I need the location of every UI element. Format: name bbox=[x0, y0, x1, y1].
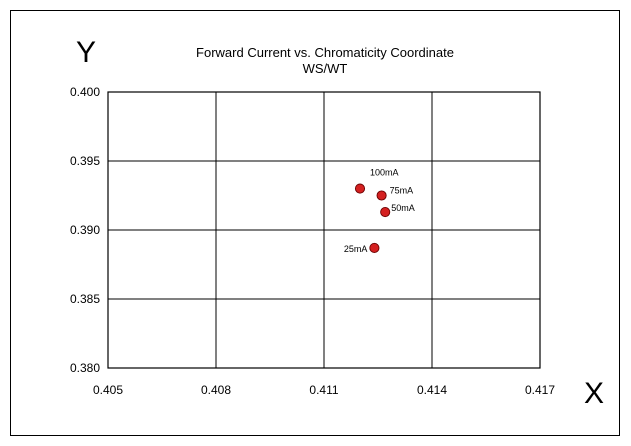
data-point-label: 75mA bbox=[390, 186, 414, 196]
y-tick-label: 0.380 bbox=[70, 361, 100, 375]
x-tick-label: 0.405 bbox=[93, 383, 123, 397]
x-tick-label: 0.411 bbox=[309, 383, 338, 397]
y-tick-label: 0.390 bbox=[70, 223, 100, 237]
x-axis-label: X bbox=[584, 377, 605, 410]
y-axis-label: Y bbox=[76, 36, 97, 69]
plot-border bbox=[107, 91, 541, 369]
y-tick-label: 0.385 bbox=[70, 292, 100, 306]
data-point bbox=[380, 207, 391, 218]
chart-title: Forward Current vs. Chromaticity Coordin… bbox=[196, 45, 454, 60]
data-point bbox=[376, 190, 387, 201]
x-tick-label: 0.408 bbox=[201, 383, 231, 397]
data-point bbox=[354, 183, 366, 194]
chart-subtitle: WS/WT bbox=[302, 61, 348, 76]
data-point bbox=[369, 242, 380, 253]
y-tick-label: 0.400 bbox=[70, 85, 100, 99]
x-tick-label: 0.417 bbox=[525, 383, 555, 397]
y-tick-label: 0.395 bbox=[70, 154, 100, 168]
x-tick-label: 0.414 bbox=[417, 383, 447, 397]
data-point-label: 100mA bbox=[370, 168, 399, 178]
data-point-label: 25mA bbox=[344, 244, 368, 254]
data-point-label: 50mA bbox=[391, 203, 415, 213]
